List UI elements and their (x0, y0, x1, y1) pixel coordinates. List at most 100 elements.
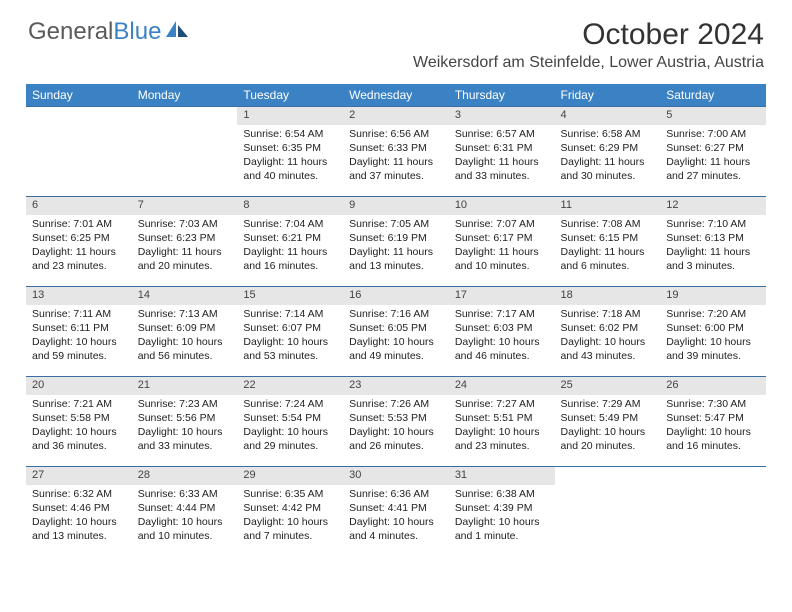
sunrise-text: Sunrise: 7:08 AM (561, 217, 655, 231)
day-number-cell: 24 (449, 377, 555, 395)
sunrise-text: Sunrise: 7:03 AM (138, 217, 232, 231)
sunrise-text: Sunrise: 7:21 AM (32, 397, 126, 411)
day-number-row: 13141516171819 (26, 287, 766, 305)
daylight-text-2: and 59 minutes. (32, 349, 126, 363)
daylight-text-2: and 10 minutes. (455, 259, 549, 273)
sunrise-text: Sunrise: 7:00 AM (666, 127, 760, 141)
weekday-header: Thursday (449, 84, 555, 107)
sunset-text: Sunset: 6:19 PM (349, 231, 443, 245)
day-content-cell (660, 485, 766, 557)
day-content-cell: Sunrise: 7:24 AMSunset: 5:54 PMDaylight:… (237, 395, 343, 467)
daylight-text-2: and 16 minutes. (243, 259, 337, 273)
day-number-cell: 12 (660, 197, 766, 215)
weekday-header: Saturday (660, 84, 766, 107)
daylight-text-1: Daylight: 11 hours (666, 245, 760, 259)
daylight-text-1: Daylight: 10 hours (666, 335, 760, 349)
daylight-text-2: and 7 minutes. (243, 529, 337, 543)
sunset-text: Sunset: 6:09 PM (138, 321, 232, 335)
day-content-cell: Sunrise: 6:33 AMSunset: 4:44 PMDaylight:… (132, 485, 238, 557)
day-number-cell (26, 107, 132, 125)
sunset-text: Sunset: 6:02 PM (561, 321, 655, 335)
day-number-cell: 31 (449, 467, 555, 485)
logo-text-1: General (28, 18, 113, 46)
sunrise-text: Sunrise: 7:11 AM (32, 307, 126, 321)
daylight-text-1: Daylight: 10 hours (455, 335, 549, 349)
day-content-row: Sunrise: 7:21 AMSunset: 5:58 PMDaylight:… (26, 395, 766, 467)
title-block: October 2024 Weikersdorf am Steinfelde, … (413, 18, 764, 72)
day-number-row: 20212223242526 (26, 377, 766, 395)
daylight-text-1: Daylight: 10 hours (455, 425, 549, 439)
day-number-cell: 23 (343, 377, 449, 395)
daylight-text-1: Daylight: 10 hours (561, 335, 655, 349)
day-number-row: 12345 (26, 107, 766, 125)
day-content-cell: Sunrise: 7:10 AMSunset: 6:13 PMDaylight:… (660, 215, 766, 287)
daylight-text-2: and 16 minutes. (666, 439, 760, 453)
weekday-header: Tuesday (237, 84, 343, 107)
day-content-cell: Sunrise: 7:00 AMSunset: 6:27 PMDaylight:… (660, 125, 766, 197)
day-number-cell: 19 (660, 287, 766, 305)
day-number-cell (660, 467, 766, 485)
day-content-cell: Sunrise: 6:32 AMSunset: 4:46 PMDaylight:… (26, 485, 132, 557)
sunset-text: Sunset: 4:42 PM (243, 501, 337, 515)
weekday-header: Friday (555, 84, 661, 107)
day-number-cell: 9 (343, 197, 449, 215)
sunset-text: Sunset: 5:49 PM (561, 411, 655, 425)
daylight-text-1: Daylight: 11 hours (243, 155, 337, 169)
day-number-cell: 18 (555, 287, 661, 305)
day-number-cell: 8 (237, 197, 343, 215)
day-content-cell: Sunrise: 6:35 AMSunset: 4:42 PMDaylight:… (237, 485, 343, 557)
sunset-text: Sunset: 5:51 PM (455, 411, 549, 425)
day-number-cell: 17 (449, 287, 555, 305)
daylight-text-2: and 27 minutes. (666, 169, 760, 183)
daylight-text-1: Daylight: 10 hours (349, 335, 443, 349)
daylight-text-2: and 4 minutes. (349, 529, 443, 543)
day-content-cell: Sunrise: 7:07 AMSunset: 6:17 PMDaylight:… (449, 215, 555, 287)
daylight-text-1: Daylight: 10 hours (138, 515, 232, 529)
day-content-cell: Sunrise: 7:05 AMSunset: 6:19 PMDaylight:… (343, 215, 449, 287)
logo-text-2: Blue (113, 18, 161, 46)
sunrise-text: Sunrise: 6:56 AM (349, 127, 443, 141)
weekday-header: Wednesday (343, 84, 449, 107)
sunrise-text: Sunrise: 7:16 AM (349, 307, 443, 321)
day-content-cell: Sunrise: 6:54 AMSunset: 6:35 PMDaylight:… (237, 125, 343, 197)
day-content-row: Sunrise: 7:01 AMSunset: 6:25 PMDaylight:… (26, 215, 766, 287)
day-content-cell: Sunrise: 7:03 AMSunset: 6:23 PMDaylight:… (132, 215, 238, 287)
daylight-text-1: Daylight: 11 hours (138, 245, 232, 259)
sunrise-text: Sunrise: 7:23 AM (138, 397, 232, 411)
day-number-cell: 10 (449, 197, 555, 215)
daylight-text-2: and 6 minutes. (561, 259, 655, 273)
daylight-text-2: and 26 minutes. (349, 439, 443, 453)
daylight-text-1: Daylight: 10 hours (32, 425, 126, 439)
sunset-text: Sunset: 4:44 PM (138, 501, 232, 515)
day-number-cell: 11 (555, 197, 661, 215)
sunset-text: Sunset: 4:41 PM (349, 501, 443, 515)
month-title: October 2024 (413, 18, 764, 52)
daylight-text-2: and 30 minutes. (561, 169, 655, 183)
daylight-text-1: Daylight: 10 hours (243, 425, 337, 439)
day-content-row: Sunrise: 6:32 AMSunset: 4:46 PMDaylight:… (26, 485, 766, 557)
sunrise-text: Sunrise: 7:07 AM (455, 217, 549, 231)
daylight-text-1: Daylight: 11 hours (349, 155, 443, 169)
sunrise-text: Sunrise: 7:04 AM (243, 217, 337, 231)
daylight-text-2: and 23 minutes. (455, 439, 549, 453)
daylight-text-2: and 20 minutes. (561, 439, 655, 453)
sunrise-text: Sunrise: 6:58 AM (561, 127, 655, 141)
day-content-cell (555, 485, 661, 557)
day-number-cell (132, 107, 238, 125)
daylight-text-1: Daylight: 10 hours (455, 515, 549, 529)
sunrise-text: Sunrise: 6:33 AM (138, 487, 232, 501)
day-number-cell: 15 (237, 287, 343, 305)
sunrise-text: Sunrise: 7:17 AM (455, 307, 549, 321)
day-content-cell (132, 125, 238, 197)
sunset-text: Sunset: 6:07 PM (243, 321, 337, 335)
daylight-text-2: and 56 minutes. (138, 349, 232, 363)
daylight-text-1: Daylight: 11 hours (32, 245, 126, 259)
sunset-text: Sunset: 6:00 PM (666, 321, 760, 335)
sunrise-text: Sunrise: 6:35 AM (243, 487, 337, 501)
day-number-cell (555, 467, 661, 485)
day-content-cell: Sunrise: 7:27 AMSunset: 5:51 PMDaylight:… (449, 395, 555, 467)
sunrise-text: Sunrise: 6:38 AM (455, 487, 549, 501)
day-content-cell: Sunrise: 7:04 AMSunset: 6:21 PMDaylight:… (237, 215, 343, 287)
sunset-text: Sunset: 6:15 PM (561, 231, 655, 245)
sunset-text: Sunset: 6:11 PM (32, 321, 126, 335)
